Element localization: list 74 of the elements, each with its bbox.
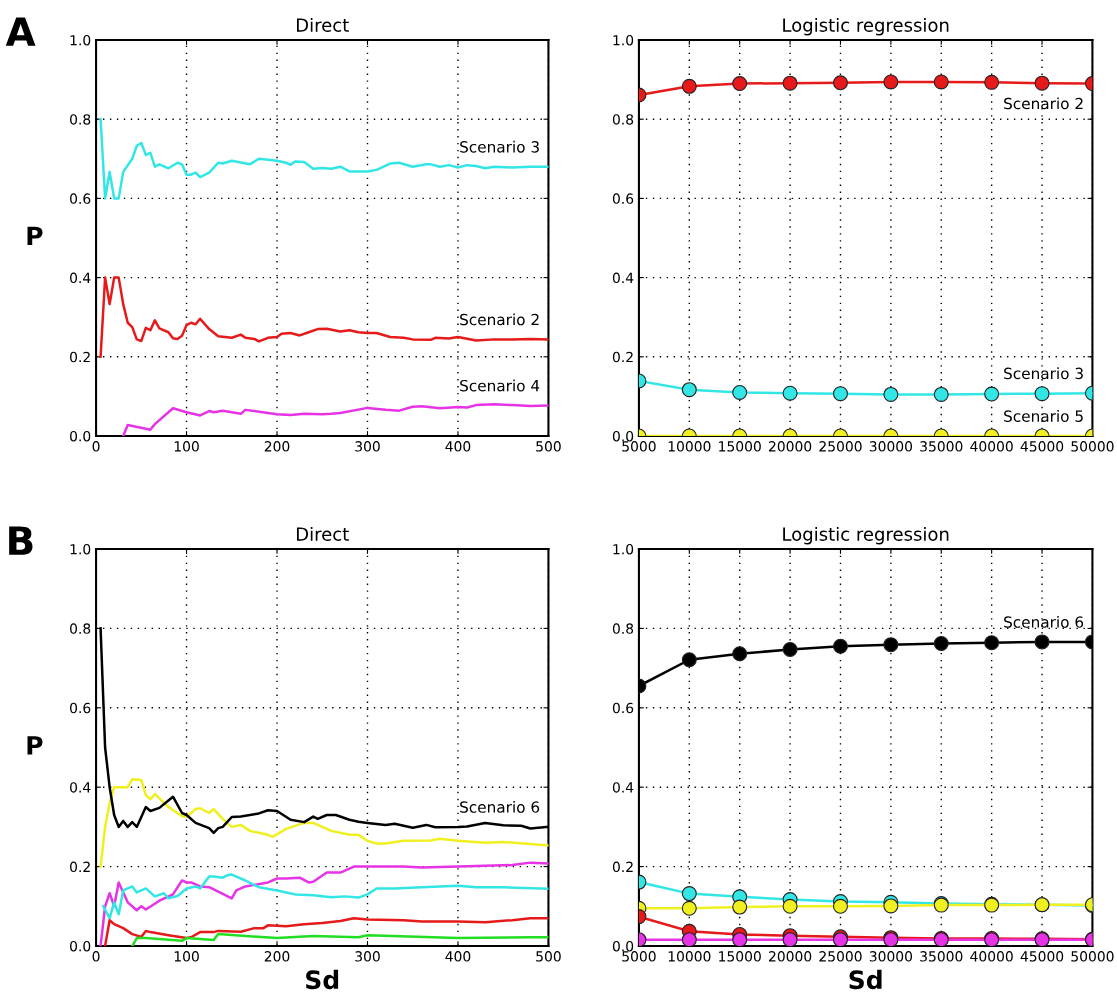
series-label: Scenario 5 (1004, 410, 1083, 422)
y-tick-label: 0.6 (70, 702, 91, 714)
x-tick-label: 40000 (970, 951, 1013, 962)
y-tick-label: 0.0 (70, 430, 91, 442)
y-tick-label: 0.0 (612, 940, 634, 952)
series-label: Scenario 2 (460, 313, 539, 326)
legend-label: Scenario 6 (1004, 616, 1084, 628)
x-tick-label: 500 (536, 951, 561, 962)
text: A (5, 17, 36, 46)
x-tick-label: 20000 (769, 951, 812, 962)
y-tick-label: 0.8 (612, 114, 634, 125)
x-tick-label: 30000 (869, 951, 913, 962)
x-axis-title: Sd (306, 969, 339, 990)
x-tick-label: 10000 (668, 951, 711, 962)
x-tick-label: 100 (174, 951, 199, 962)
legend-label: Scenario 6 (460, 801, 540, 813)
series-label: Scenario 4 (460, 379, 540, 392)
y-tick-label: 0.0 (612, 430, 634, 442)
y-tick-label: 0.2 (70, 351, 90, 363)
y-axis-title: P (27, 226, 43, 245)
x-tick-label: 5000 (622, 951, 656, 962)
y-tick-label: 0.6 (612, 193, 634, 204)
y-tick-label: 0.6 (612, 702, 634, 714)
x-tick-label: 40000 (970, 441, 1013, 452)
y-tick-label: 0.0 (70, 940, 91, 952)
x-tick-label: 10000 (668, 441, 711, 452)
y-tick-label: 0.2 (612, 861, 633, 873)
x-tick-label: 500 (536, 441, 561, 452)
x-tick-label: 100 (174, 441, 199, 452)
x-tick-label: 0 (92, 441, 100, 452)
x-tick-label: 400 (445, 441, 471, 452)
x-tick-label: 30000 (869, 441, 913, 452)
y-tick-label: 0.4 (70, 272, 91, 284)
x-tick-label: 15000 (719, 441, 761, 452)
x-tick-label: 35000 (920, 441, 963, 452)
y-tick-label: 1.0 (613, 543, 634, 555)
y-tick-label: 1.0 (70, 543, 91, 555)
y-tick-label: 0.8 (70, 623, 91, 634)
chart-title: Direct (297, 17, 349, 32)
y-tick-label: 1.0 (613, 34, 634, 46)
x-tick-label: 5000 (622, 441, 656, 452)
x-tick-label: 0 (92, 951, 100, 962)
x-tick-label: 45000 (1020, 441, 1064, 452)
y-tick-label: 0.6 (70, 193, 91, 204)
x-tick-label: 200 (264, 441, 290, 452)
y-tick-label: 0.2 (612, 351, 633, 363)
x-tick-label: 20000 (769, 441, 812, 452)
series-label: Scenario 2 (1004, 97, 1083, 110)
y-tick-label: 0.4 (70, 782, 91, 793)
x-tick-label: 50000 (1071, 441, 1114, 452)
y-tick-label: 0.8 (70, 114, 91, 125)
x-tick-label: 300 (355, 951, 380, 962)
chart-title: Logistic regression (783, 17, 949, 36)
x-tick-label: 15000 (719, 951, 761, 962)
y-tick-label: 1.0 (70, 34, 91, 46)
x-tick-label: 400 (445, 951, 471, 962)
x-tick-label: 200 (264, 951, 290, 962)
x-tick-label: 300 (355, 441, 380, 452)
x-tick-label: 25000 (819, 951, 862, 962)
series-label: Scenario 3 (1004, 367, 1083, 380)
x-tick-label: 50000 (1071, 951, 1114, 962)
x-tick-label: 35000 (920, 951, 963, 962)
x-axis-title: Sd (849, 969, 882, 990)
chart-title: Logistic regression (783, 526, 949, 545)
series-label: Scenario 3 (460, 140, 539, 153)
y-tick-label: 0.4 (612, 782, 634, 793)
y-tick-label: 0.2 (70, 861, 90, 873)
text: B (9, 526, 33, 555)
x-tick-label: 25000 (819, 441, 862, 452)
chart-title: Direct (297, 526, 349, 541)
y-tick-label: 0.4 (612, 272, 634, 284)
y-tick-label: 0.8 (612, 623, 634, 634)
x-tick-label: 45000 (1020, 951, 1064, 962)
y-axis-title: P (27, 736, 43, 755)
